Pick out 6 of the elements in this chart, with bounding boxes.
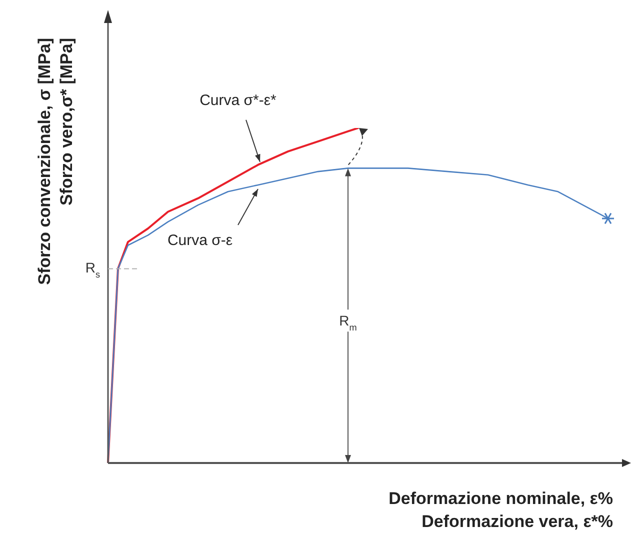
- ref-line-label: R$_{s}$: [85, 260, 100, 280]
- y-axis-title: Sforzo convenzionale, σ [MPa] Sforzo vero,σ* [MPa]: [35, 38, 76, 285]
- text: Curva σ*-ε*: [200, 92, 277, 109]
- x-axis-title: Deformazione nominale, ε% Deformazione vera, ε*%: [388, 489, 613, 531]
- series-label: Curva σ-ε: [167, 232, 233, 249]
- annotation: R$_{m}$: [339, 312, 357, 333]
